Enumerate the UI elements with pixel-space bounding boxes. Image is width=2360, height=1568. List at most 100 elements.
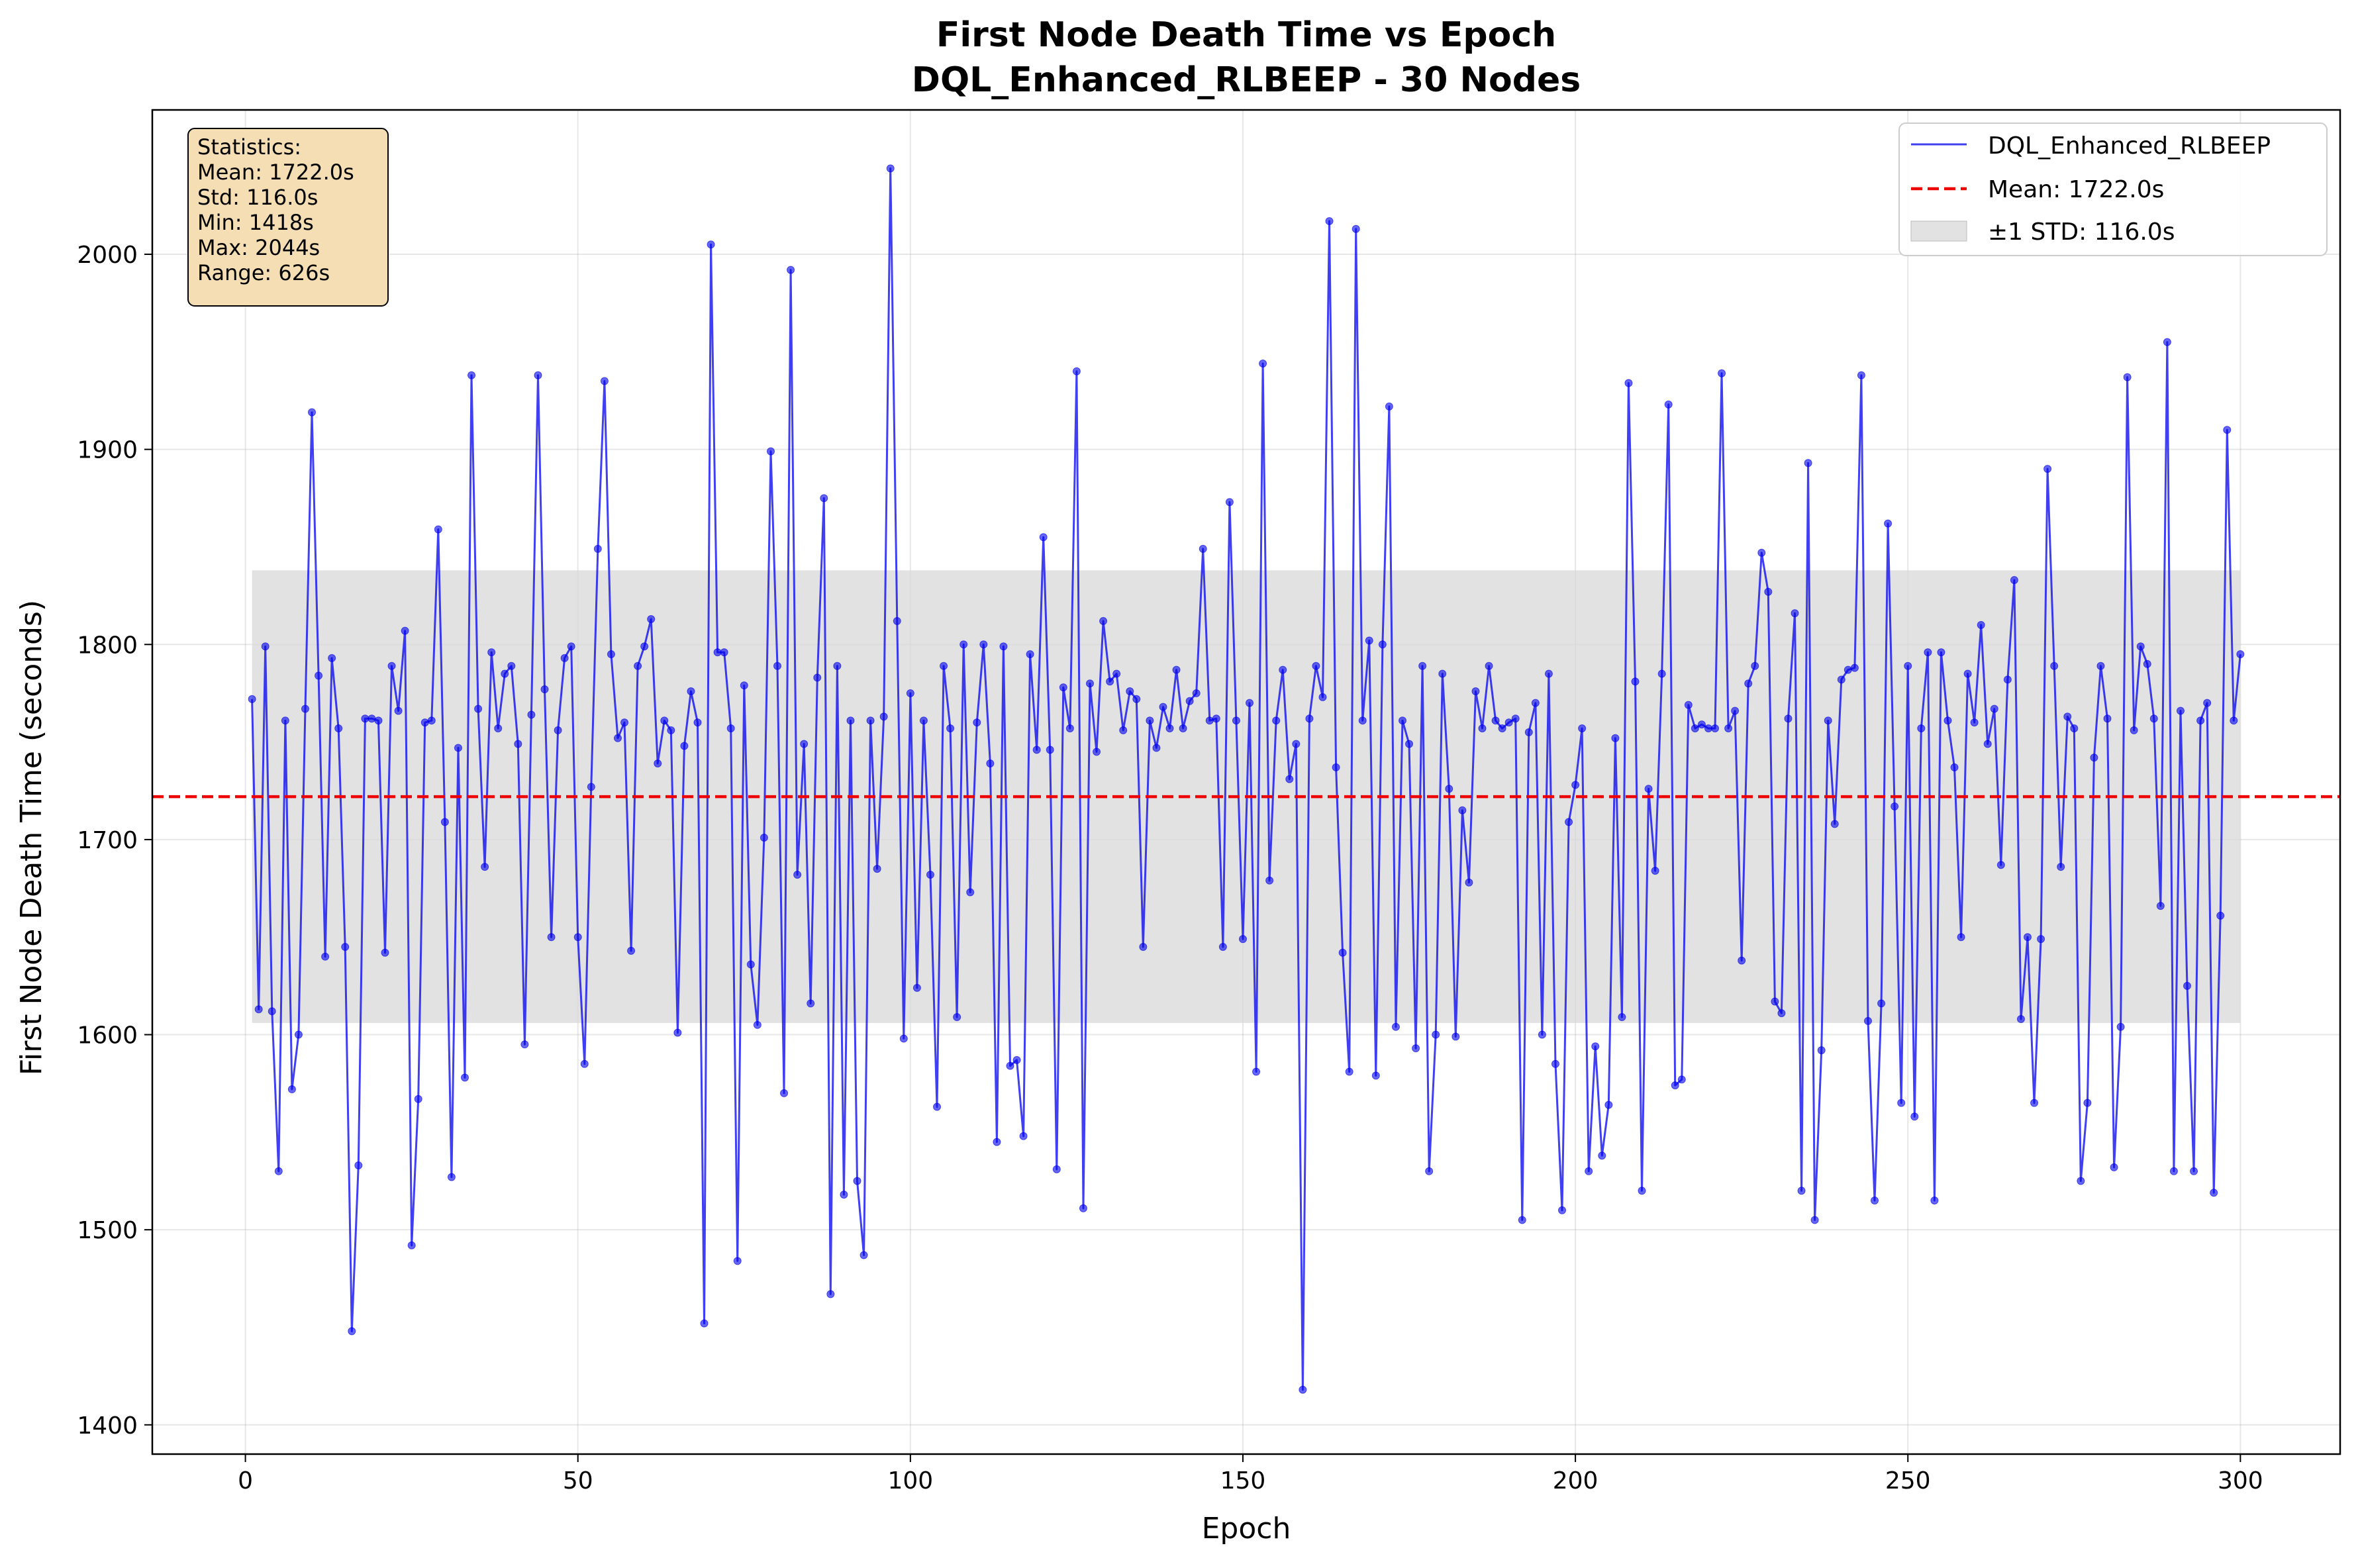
data-point xyxy=(2130,726,2138,734)
data-point xyxy=(673,1028,682,1037)
data-point xyxy=(554,726,562,734)
data-point xyxy=(1910,1112,1919,1121)
data-point xyxy=(2196,716,2205,725)
data-point xyxy=(860,1251,868,1259)
data-point xyxy=(2077,1177,2085,1185)
data-point xyxy=(2136,642,2145,651)
data-point xyxy=(1631,677,1640,686)
data-point xyxy=(1664,400,1673,409)
data-point xyxy=(2236,650,2245,659)
data-point xyxy=(1285,775,1294,783)
data-point xyxy=(1192,689,1201,697)
data-point xyxy=(1565,818,1573,826)
data-point xyxy=(1677,1075,1686,1084)
stats-box-line: Min: 1418s xyxy=(197,210,314,235)
data-point xyxy=(321,952,330,961)
data-point xyxy=(833,662,842,670)
data-point xyxy=(328,654,336,662)
data-point xyxy=(1937,648,1945,657)
data-point xyxy=(1943,716,1952,725)
data-point xyxy=(1718,369,1726,377)
stats-box-line: Std: 116.0s xyxy=(197,185,318,210)
data-point xyxy=(1977,620,1985,629)
data-point xyxy=(1065,724,1074,732)
y-tick-label: 1600 xyxy=(77,1022,138,1050)
data-point xyxy=(1371,1071,1380,1080)
data-point xyxy=(2083,1099,2092,1107)
data-point xyxy=(700,1319,709,1328)
data-point xyxy=(1418,662,1427,670)
data-point xyxy=(1651,867,1659,875)
data-point xyxy=(1332,763,1340,771)
data-point xyxy=(1751,662,1759,670)
data-point xyxy=(1345,1067,1353,1076)
data-point xyxy=(1205,716,1214,725)
data-point xyxy=(414,1095,422,1103)
data-point xyxy=(1252,1067,1261,1076)
data-point xyxy=(979,640,988,649)
data-point xyxy=(1318,693,1327,701)
y-tick-label: 1400 xyxy=(77,1412,138,1440)
data-point xyxy=(1891,802,1899,810)
data-point xyxy=(1970,718,1979,727)
chart-title-line1: First Node Death Time vs Epoch xyxy=(936,15,1556,55)
data-point xyxy=(1019,1132,1028,1140)
data-point xyxy=(534,371,542,379)
data-point xyxy=(2103,714,2112,723)
stats-box-line: Max: 2044s xyxy=(197,235,320,260)
data-point xyxy=(1165,724,1174,732)
data-point xyxy=(401,626,409,635)
data-point xyxy=(348,1327,356,1336)
data-point xyxy=(2230,716,2238,725)
data-point xyxy=(527,710,536,719)
data-point xyxy=(1052,1165,1061,1173)
data-point xyxy=(381,948,389,957)
data-point xyxy=(1511,714,1520,723)
data-point xyxy=(1996,861,2005,869)
y-tick-label: 2000 xyxy=(77,242,138,269)
data-point xyxy=(840,1191,848,1199)
data-point xyxy=(973,718,981,727)
data-point xyxy=(1185,697,1194,705)
data-point xyxy=(374,716,383,725)
data-point xyxy=(647,614,656,623)
y-tick-label: 1900 xyxy=(77,437,138,464)
data-point xyxy=(1691,724,1699,732)
data-point xyxy=(1524,728,1533,736)
data-point xyxy=(2183,981,2192,990)
data-point xyxy=(281,716,289,725)
data-point xyxy=(315,671,323,680)
plot-area: 0 50 100 150 200 250 300 1400 1500 1600 1700 1800 19… xyxy=(77,109,2341,1494)
data-point xyxy=(1797,1187,1806,1195)
y-tick-label: 1800 xyxy=(77,632,138,659)
data-point xyxy=(1538,1030,1546,1039)
x-tick-label: 50 xyxy=(563,1467,593,1494)
data-point xyxy=(1990,705,1998,713)
data-point xyxy=(1857,371,1865,379)
stats-box-line: Range: 626s xyxy=(197,260,330,285)
data-point xyxy=(1325,217,1334,225)
data-point xyxy=(1086,679,1094,688)
series-line xyxy=(251,167,2241,1391)
data-point xyxy=(787,266,795,274)
data-point xyxy=(1093,748,1101,756)
data-point xyxy=(780,1089,789,1097)
data-point xyxy=(1604,1101,1613,1109)
data-point xyxy=(1777,1009,1786,1018)
x-tick-label: 0 xyxy=(238,1467,253,1494)
data-point xyxy=(1830,820,1839,828)
data-point xyxy=(1764,587,1773,596)
data-point xyxy=(593,544,602,553)
data-point xyxy=(1518,1216,1526,1224)
data-point xyxy=(1817,1046,1826,1055)
data-point xyxy=(1824,716,1832,725)
data-point xyxy=(2169,1167,2178,1175)
data-point xyxy=(640,642,649,651)
data-point xyxy=(560,654,569,662)
data-point xyxy=(1558,1206,1567,1214)
data-point xyxy=(1246,699,1254,707)
data-point xyxy=(999,642,1008,651)
data-point xyxy=(1578,724,1587,732)
data-point xyxy=(959,640,968,649)
